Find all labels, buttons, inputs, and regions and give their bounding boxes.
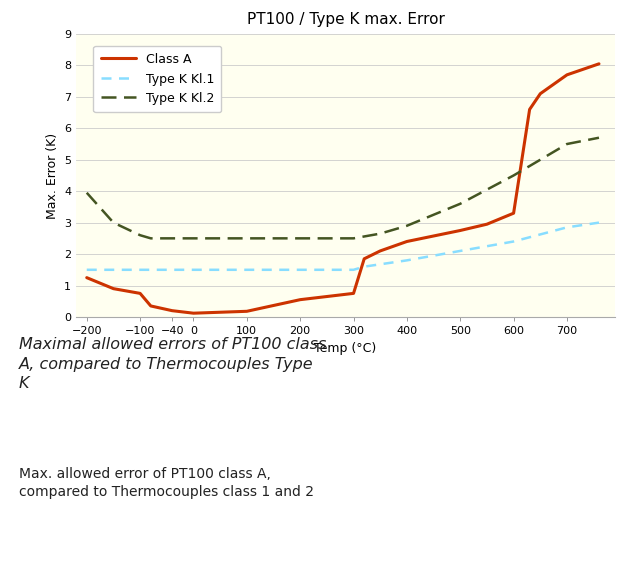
Type K Kl.1 [350,267,358,273]
Class A [510,210,517,217]
Line: Type K Kl.1: Type K Kl.1 [87,222,599,270]
Type K Kl.1 [510,238,517,245]
Type K Kl.2 [350,235,358,242]
Class A [526,106,533,113]
Type K Kl.2 [83,190,91,196]
Class A [168,307,176,314]
Class A [595,61,603,67]
Type K Kl.2 [377,230,384,237]
Class A [563,71,571,78]
Type K Kl.1 [563,224,571,231]
Text: Maximal allowed errors of PT100 class
A, compared to Thermocouples Type
K: Maximal allowed errors of PT100 class A,… [19,337,327,391]
Type K Kl.2 [147,235,155,242]
Type K Kl.2 [456,200,464,207]
Class A [377,247,384,254]
X-axis label: Temp (°C): Temp (°C) [314,341,377,354]
Type K Kl.2 [510,172,517,179]
Class A [243,308,250,315]
Type K Kl.2 [595,134,603,141]
Title: PT100 / Type K max. Error: PT100 / Type K max. Error [247,12,444,27]
Type K Kl.1 [190,267,197,273]
Type K Kl.2 [403,222,411,229]
Type K Kl.1 [403,257,411,264]
Type K Kl.1 [456,247,464,254]
Y-axis label: Max. Error (K): Max. Error (K) [46,132,58,218]
Class A [483,221,491,228]
Type K Kl.2 [296,235,304,242]
Class A [456,227,464,234]
Class A [147,303,155,310]
Class A [360,255,368,262]
Type K Kl.1 [595,219,603,226]
Type K Kl.2 [563,140,571,147]
Class A [110,285,117,292]
Type K Kl.1 [83,267,91,273]
Legend: Class A, Type K Kl.1, Type K Kl.2: Class A, Type K Kl.1, Type K Kl.2 [93,46,221,113]
Type K Kl.1 [360,263,368,270]
Class A [403,238,411,245]
Class A [350,290,358,297]
Class A [190,310,197,316]
Type K Kl.2 [190,235,197,242]
Class A [536,91,544,97]
Class A [136,290,144,297]
Class A [296,296,304,303]
Line: Type K Kl.2: Type K Kl.2 [87,138,599,238]
Type K Kl.2 [136,232,144,239]
Text: Max. allowed error of PT100 class A,
compared to Thermocouples class 1 and 2: Max. allowed error of PT100 class A, com… [19,467,314,499]
Type K Kl.2 [243,235,250,242]
Line: Class A: Class A [87,64,599,313]
Type K Kl.2 [110,219,117,226]
Class A [83,275,91,281]
